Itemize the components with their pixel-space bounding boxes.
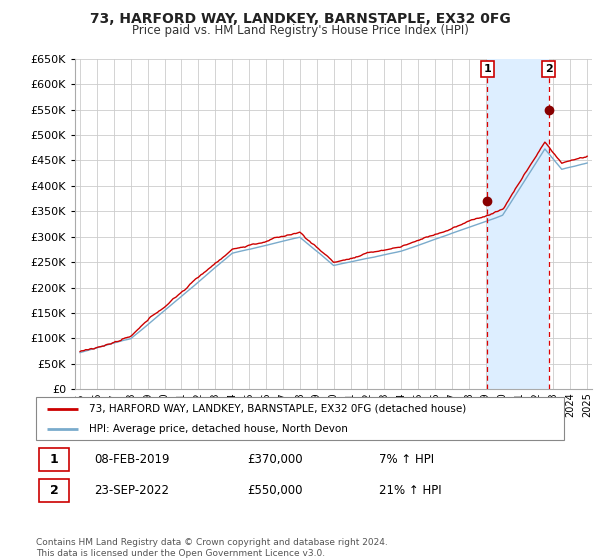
FancyBboxPatch shape (36, 397, 564, 440)
FancyBboxPatch shape (38, 449, 69, 471)
Text: HPI: Average price, detached house, North Devon: HPI: Average price, detached house, Nort… (89, 424, 347, 434)
Text: 21% ↑ HPI: 21% ↑ HPI (379, 484, 442, 497)
Text: £550,000: £550,000 (247, 484, 303, 497)
Text: 1: 1 (50, 453, 58, 466)
Text: 2: 2 (50, 484, 58, 497)
Text: 23-SEP-2022: 23-SEP-2022 (94, 484, 169, 497)
Text: 1: 1 (484, 64, 491, 74)
Text: 7% ↑ HPI: 7% ↑ HPI (379, 453, 434, 466)
Bar (487, 59, 549, 389)
Text: 73, HARFORD WAY, LANDKEY, BARNSTAPLE, EX32 0FG (detached house): 73, HARFORD WAY, LANDKEY, BARNSTAPLE, EX… (89, 404, 466, 413)
Text: 73, HARFORD WAY, LANDKEY, BARNSTAPLE, EX32 0FG: 73, HARFORD WAY, LANDKEY, BARNSTAPLE, EX… (89, 12, 511, 26)
Text: Contains HM Land Registry data © Crown copyright and database right 2024.
This d: Contains HM Land Registry data © Crown c… (36, 538, 388, 558)
Text: £370,000: £370,000 (247, 453, 303, 466)
Text: 08-FEB-2019: 08-FEB-2019 (94, 453, 170, 466)
Text: 2: 2 (545, 64, 553, 74)
FancyBboxPatch shape (38, 479, 69, 502)
Text: Price paid vs. HM Land Registry's House Price Index (HPI): Price paid vs. HM Land Registry's House … (131, 24, 469, 36)
